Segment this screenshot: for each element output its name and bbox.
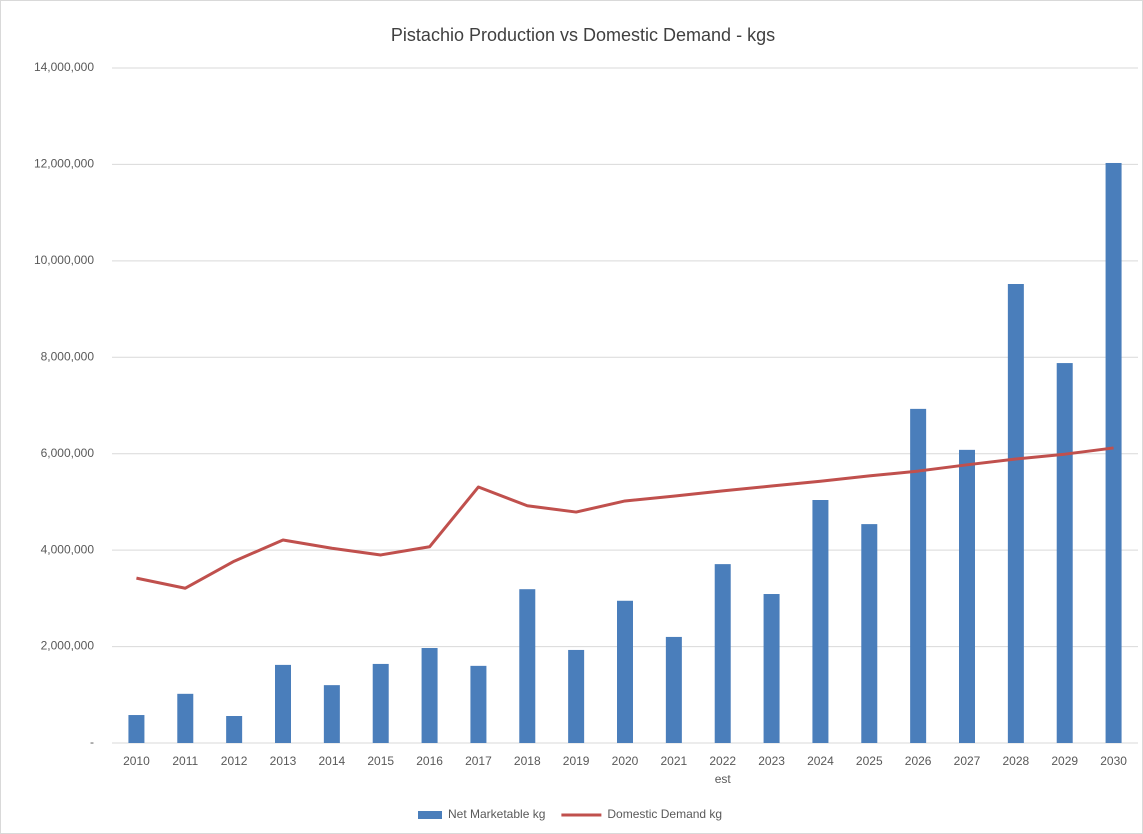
- bar: [1056, 363, 1073, 743]
- x-tick-label: 2028: [1003, 754, 1030, 768]
- x-tick-label: 2019: [563, 754, 590, 768]
- bar: [372, 663, 389, 743]
- x-tick-label: 2018: [514, 754, 541, 768]
- x-tick-label: 2022: [709, 754, 736, 768]
- x-tick-label: 2020: [612, 754, 639, 768]
- y-tick-label: 14,000,000: [34, 60, 94, 74]
- y-tick-label: 10,000,000: [34, 253, 94, 267]
- bar: [714, 564, 731, 743]
- y-tick-label: 8,000,000: [41, 349, 95, 363]
- y-tick-label: 4,000,000: [41, 542, 95, 556]
- x-tick-label: 2021: [661, 754, 688, 768]
- bar: [910, 408, 927, 743]
- x-tick-label: 2023: [758, 754, 785, 768]
- legend-swatch: [418, 811, 442, 819]
- bar: [323, 685, 340, 743]
- bar: [128, 715, 145, 743]
- y-tick-label: 6,000,000: [41, 446, 95, 460]
- x-tick-label: 2026: [905, 754, 932, 768]
- bar: [812, 500, 829, 743]
- x-tick-label: 2016: [416, 754, 443, 768]
- legend-label: Domestic Demand kg: [607, 807, 722, 821]
- bar: [861, 524, 878, 743]
- x-tick-label: 2012: [221, 754, 248, 768]
- x-tick-label: 2027: [954, 754, 981, 768]
- bar: [1007, 284, 1024, 743]
- bar: [519, 589, 536, 743]
- line: [136, 446, 1114, 590]
- bar: [470, 665, 487, 743]
- x-tick-label: 2013: [270, 754, 297, 768]
- bar: [665, 636, 682, 743]
- y-tick-label: -: [90, 735, 94, 749]
- x-annotation: est: [715, 772, 732, 786]
- x-tick-label: 2017: [465, 754, 492, 768]
- x-tick-label: 2024: [807, 754, 834, 768]
- bar: [959, 449, 975, 743]
- legend-label: Net Marketable kg: [448, 807, 545, 821]
- bar: [177, 693, 194, 743]
- bar: [226, 716, 243, 743]
- y-tick-label: 12,000,000: [34, 157, 94, 171]
- bar: [763, 594, 780, 743]
- x-tick-label: 2030: [1100, 754, 1127, 768]
- x-tick-label: 2011: [172, 754, 198, 768]
- y-tick-label: 2,000,000: [41, 639, 95, 653]
- bar: [1105, 162, 1122, 743]
- x-tick-label: 2014: [319, 754, 346, 768]
- bar: [568, 649, 585, 743]
- x-tick-label: 2025: [856, 754, 883, 768]
- bar: [617, 600, 633, 743]
- bar: [275, 664, 291, 743]
- bar: [421, 648, 438, 743]
- x-tick-label: 2029: [1051, 754, 1078, 768]
- chart-title: Pistachio Production vs Domestic Demand …: [391, 25, 775, 45]
- x-tick-label: 2010: [123, 754, 150, 768]
- x-tick-label: 2015: [367, 754, 394, 768]
